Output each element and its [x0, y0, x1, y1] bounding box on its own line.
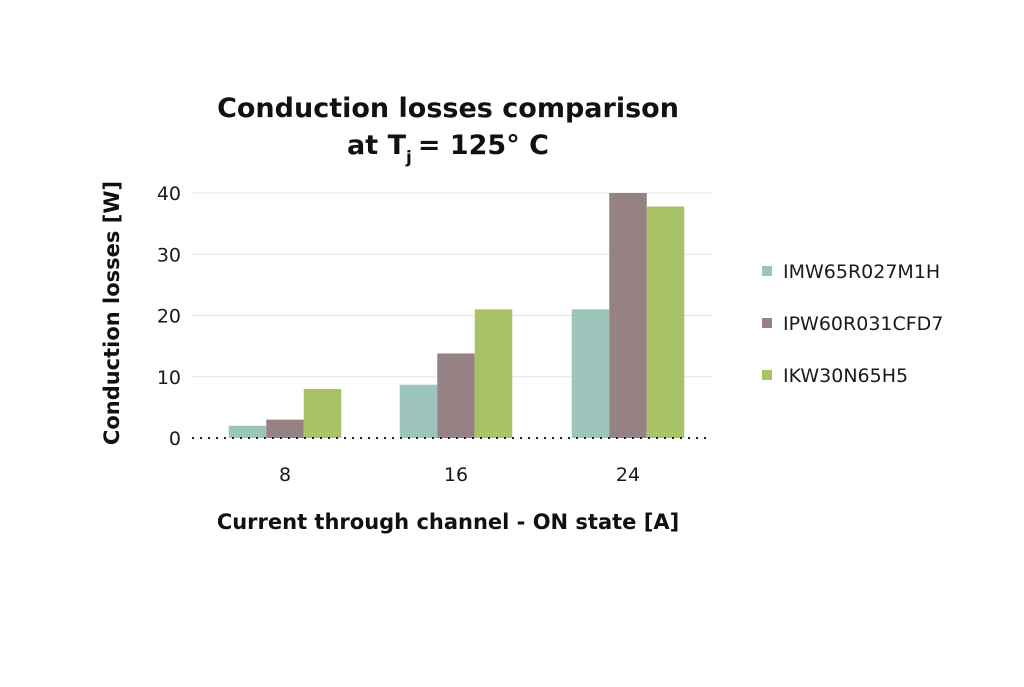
- x-tick-label: 24: [616, 464, 640, 486]
- bar: [646, 206, 685, 438]
- chart-title-line-2: at Tj = 125° C: [347, 130, 549, 168]
- legend-label: IKW30N65H5: [783, 365, 908, 387]
- legend-swatch: [762, 318, 772, 328]
- bar: [609, 193, 647, 438]
- chart-title-line-2-subscript: j: [405, 148, 412, 168]
- legend: IMW65R027M1H IPW60R031CFD7 IKW30N65H5: [762, 261, 943, 387]
- bar: [437, 353, 475, 438]
- x-axis-title: Current through channel - ON state [A]: [217, 510, 679, 534]
- x-tick-labels: 8 16 24: [279, 464, 640, 486]
- legend-swatch: [762, 370, 772, 380]
- y-tick-label: 40: [157, 183, 181, 205]
- y-axis-title: Conduction losses [W]: [100, 181, 124, 445]
- bar: [266, 419, 304, 438]
- legend-swatch: [762, 266, 772, 276]
- y-tick-labels: 0 10 20 30 40: [157, 183, 181, 450]
- bar: [303, 389, 342, 438]
- y-tick-label: 10: [157, 367, 181, 389]
- bar: [228, 425, 267, 438]
- legend-label: IPW60R031CFD7: [783, 313, 943, 335]
- x-tick-label: 8: [279, 464, 291, 486]
- bar: [474, 309, 513, 438]
- chart-title-line-1: Conduction losses comparison: [217, 93, 679, 124]
- y-tick-label: 0: [169, 428, 181, 450]
- chart-title-line-2-suffix: = 125° C: [418, 130, 549, 161]
- chart-title-line-2-prefix: at T: [347, 130, 407, 161]
- legend-label: IMW65R027M1H: [783, 261, 940, 283]
- bar: [399, 384, 438, 438]
- bar: [571, 309, 610, 438]
- y-tick-label: 20: [157, 306, 181, 328]
- y-tick-label: 30: [157, 244, 181, 266]
- bars: [228, 193, 685, 438]
- x-tick-label: 16: [444, 464, 468, 486]
